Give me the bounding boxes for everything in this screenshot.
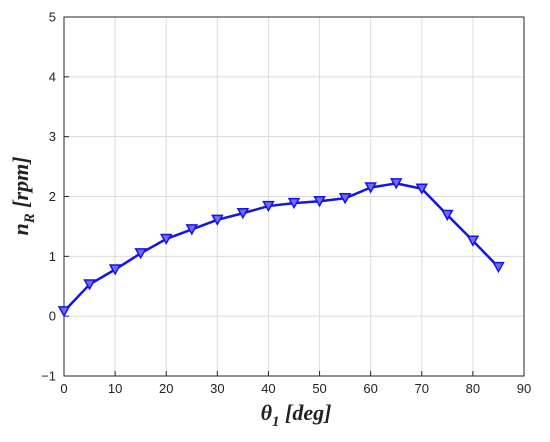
x-tick-label: 40 xyxy=(261,381,275,396)
x-tick-label: 0 xyxy=(60,381,67,396)
x-tick-label: 50 xyxy=(312,381,326,396)
data-point-marker xyxy=(466,235,480,247)
data-point-marker xyxy=(108,264,122,276)
y-tick-label: 4 xyxy=(49,69,56,84)
data-point-marker xyxy=(313,196,326,208)
series-layer xyxy=(57,178,505,318)
y-tick-label: 1 xyxy=(49,249,56,264)
data-point-marker xyxy=(185,224,199,236)
y-axis-title-main: n xyxy=(8,223,33,235)
x-tick-label: 80 xyxy=(466,381,480,396)
data-point-marker xyxy=(287,197,301,210)
y-tick-label: 5 xyxy=(49,10,56,25)
data-point-marker xyxy=(83,279,96,291)
data-point-marker xyxy=(415,183,429,195)
data-point-marker xyxy=(389,178,403,190)
data-point-marker xyxy=(492,261,505,274)
data-point-marker xyxy=(211,214,224,226)
x-tick-label: 30 xyxy=(210,381,224,396)
y-tick-label: 2 xyxy=(49,189,56,204)
data-point-marker xyxy=(57,306,71,318)
y-axis-title: nR [rpm] xyxy=(8,156,38,235)
data-point-marker xyxy=(159,233,173,246)
data-point-marker xyxy=(338,193,352,205)
x-axis-title-subscript: 1 xyxy=(272,414,280,430)
x-tick-label: 90 xyxy=(517,381,531,396)
x-axis-ticks: 0 10 20 30 40 50 60 70 80 90 xyxy=(60,371,531,396)
x-tick-label: 70 xyxy=(415,381,429,396)
data-point-marker xyxy=(236,208,250,220)
x-tick-label: 60 xyxy=(363,381,377,396)
y-axis-title-subscript: R xyxy=(22,213,38,224)
data-point-marker xyxy=(441,209,454,222)
y-tick-label: 0 xyxy=(49,309,56,324)
data-point-marker xyxy=(364,182,377,194)
x-axis-title: θ1 [deg] xyxy=(261,400,332,430)
series-line xyxy=(63,182,500,313)
data-point-marker xyxy=(134,248,147,260)
x-axis-title-unit: [deg] xyxy=(280,400,332,425)
y-axis-title-unit: [rpm] xyxy=(8,156,33,213)
x-axis-title-main: θ xyxy=(261,400,273,425)
grid-lines xyxy=(63,16,525,377)
y-axis-ticks: −1 0 1 2 3 4 5 xyxy=(41,10,69,384)
data-point-marker xyxy=(262,200,275,213)
y-tick-label: −1 xyxy=(41,369,56,384)
y-tick-label: 3 xyxy=(49,129,56,144)
x-tick-label: 10 xyxy=(108,381,122,396)
x-tick-label: 20 xyxy=(159,381,173,396)
